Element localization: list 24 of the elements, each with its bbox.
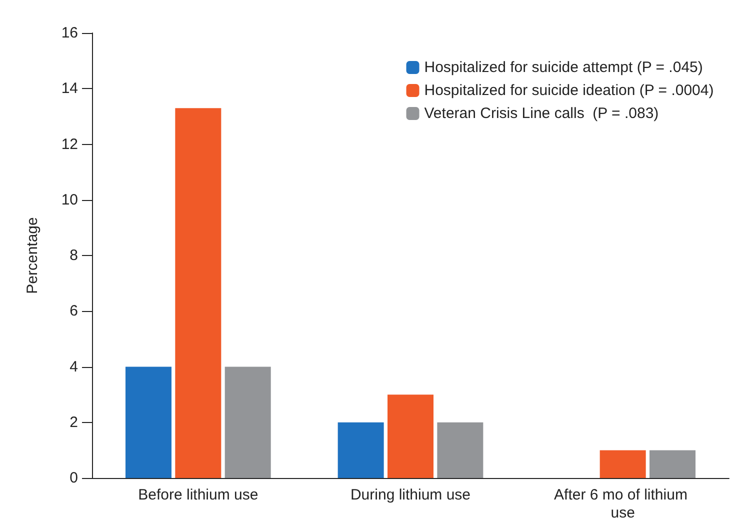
bar bbox=[600, 450, 646, 478]
y-tick-label: 8 bbox=[70, 247, 78, 264]
y-tick-label: 16 bbox=[61, 24, 78, 42]
x-tick-label: During lithium use bbox=[350, 486, 471, 504]
y-tick-label: 6 bbox=[70, 302, 78, 320]
x-tick-label: Before lithium use bbox=[138, 486, 258, 504]
bar bbox=[388, 394, 434, 478]
legend-label: Hospitalized for suicide attempt (P = .045) bbox=[424, 59, 703, 76]
bar bbox=[224, 366, 271, 478]
y-tick-label: 12 bbox=[61, 136, 78, 153]
y-tick-label: 14 bbox=[61, 80, 78, 98]
bar bbox=[650, 450, 696, 478]
bar bbox=[175, 108, 222, 478]
y-tick-label: 2 bbox=[70, 414, 78, 431]
bar bbox=[338, 422, 384, 478]
y-axis-title: Percentage bbox=[24, 217, 41, 294]
y-tick-label: 10 bbox=[61, 191, 78, 208]
bar bbox=[437, 422, 484, 478]
y-tick-label: 0 bbox=[70, 470, 78, 486]
y-tick-label: 4 bbox=[70, 358, 78, 376]
legend-label: Hospitalized for suicide ideation (P = .0004) bbox=[424, 82, 714, 99]
x-tick-label: After 6 mo of lithium use bbox=[554, 486, 692, 522]
legend-label: Veteran Crisis Line calls (P = .083) bbox=[424, 105, 659, 122]
bar bbox=[125, 366, 172, 478]
